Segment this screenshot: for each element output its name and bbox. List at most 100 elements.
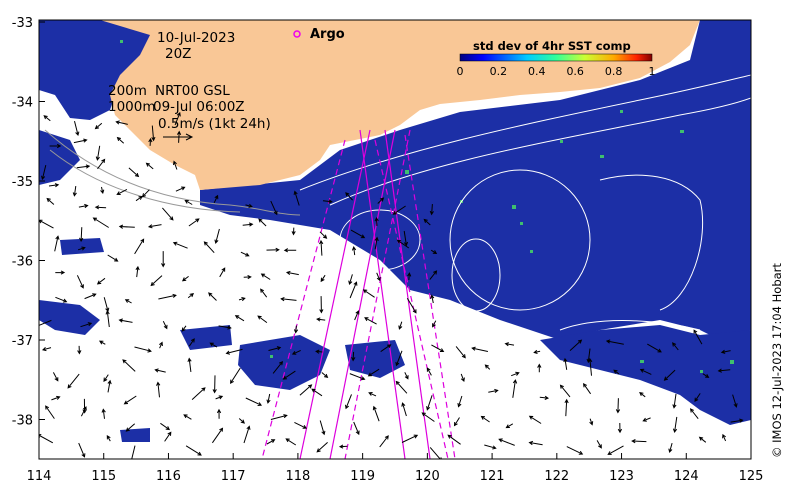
current-vector-arrow — [429, 270, 438, 280]
current-vector-arrow — [353, 421, 360, 436]
current-vector-arrow — [351, 351, 356, 362]
current-vector-arrow — [564, 398, 569, 417]
current-vector-arrow — [345, 192, 353, 201]
current-vector-arrow — [218, 325, 232, 330]
current-vector-arrow — [266, 439, 276, 445]
current-vector-arrow — [129, 445, 136, 459]
colorbar-tick-label: 0.2 — [490, 65, 508, 78]
current-vector-arrow — [293, 190, 300, 206]
current-vector-arrow — [115, 120, 128, 125]
map-plot-area — [39, 20, 751, 459]
current-vector-arrow — [607, 445, 624, 455]
current-vector-arrow — [219, 267, 226, 278]
current-vector-arrow — [55, 270, 66, 275]
current-vector-arrow — [285, 270, 299, 276]
current-vector-arrow — [72, 186, 77, 197]
colorbar-title: std dev of 4hr SST comp — [473, 39, 631, 53]
current-vector-arrow — [374, 236, 379, 250]
current-vector-arrow — [245, 203, 253, 208]
current-vector-arrow — [639, 391, 646, 398]
current-vector-arrow — [94, 205, 107, 210]
current-vector-arrow — [209, 342, 218, 348]
current-vector-arrow — [398, 321, 403, 330]
current-vector-arrow — [349, 373, 366, 381]
ocean-data-west — [39, 20, 150, 120]
current-vector-arrow — [377, 197, 385, 204]
colorbar-tick-label: 0.6 — [566, 65, 584, 78]
current-vector-arrow — [617, 422, 623, 434]
current-vector-arrow — [41, 347, 52, 352]
current-vector-arrow — [78, 203, 89, 209]
current-vector-arrow — [54, 235, 60, 252]
current-vector-arrow — [159, 341, 163, 349]
current-vector-arrow — [588, 357, 593, 376]
current-vector-arrow — [124, 299, 132, 304]
current-vector-arrow — [77, 345, 82, 355]
current-vector-arrow — [242, 222, 254, 227]
current-vector-arrow — [720, 349, 731, 354]
current-vector-arrow — [73, 138, 88, 144]
ocean-data-small-1 — [180, 325, 232, 350]
current-vector-arrow — [350, 229, 366, 239]
current-vector-arrow — [430, 249, 438, 254]
scale-arrow-icon — [163, 133, 194, 141]
current-vector-arrow — [615, 398, 621, 414]
current-vector-arrow — [212, 375, 217, 394]
current-vector-arrow — [84, 293, 97, 300]
current-vector-arrow — [702, 373, 710, 378]
current-vector-arrow — [589, 418, 594, 426]
current-vector-arrow — [80, 322, 93, 328]
current-vector-arrow — [145, 162, 154, 170]
current-vectors — [39, 111, 744, 459]
current-vector-arrow — [639, 368, 652, 375]
current-vector-arrow — [354, 310, 360, 321]
current-vector-arrow — [294, 421, 308, 429]
current-vector-arrow — [77, 246, 86, 251]
current-vector-arrow — [243, 274, 252, 280]
current-vector-arrow — [118, 224, 135, 229]
current-vector-arrow — [631, 439, 647, 444]
current-vector-arrow — [39, 319, 52, 326]
current-vector-arrow — [245, 397, 263, 406]
current-vector-arrow — [106, 435, 111, 442]
current-vector-arrow — [173, 160, 178, 170]
current-vector-arrow — [689, 408, 699, 420]
current-vector-arrow — [45, 405, 55, 419]
current-vector-arrow — [160, 422, 171, 431]
current-vector-arrow — [181, 275, 189, 282]
current-vector-arrow — [134, 346, 152, 353]
product-time: 09-Jul 06:00Z — [153, 99, 245, 115]
current-vector-arrow — [240, 251, 250, 257]
current-vector-arrow — [488, 388, 499, 393]
current-vector-arrow — [401, 434, 419, 443]
y-tick-label: -34 — [12, 96, 33, 111]
current-vector-arrow — [672, 342, 679, 351]
current-vector-arrow — [98, 340, 106, 345]
current-vector-arrow — [51, 395, 61, 401]
depth-label-2: 1000m — [108, 99, 156, 115]
current-vector-arrow — [732, 394, 738, 408]
current-vector-arrow — [151, 125, 156, 142]
current-vector-arrow — [150, 275, 163, 287]
argo-label: Argo — [310, 27, 345, 42]
current-vector-arrow — [291, 227, 296, 236]
x-tick-label: 120 — [415, 469, 440, 484]
current-vector-arrow — [730, 418, 744, 423]
x-tick-label: 116 — [156, 469, 181, 484]
x-tick-label: 121 — [480, 469, 505, 484]
current-vector-arrow — [188, 218, 200, 227]
current-vector-arrow — [39, 219, 54, 229]
current-vector-arrow — [141, 189, 150, 198]
current-vector-arrow — [94, 122, 103, 130]
current-vector-arrow — [642, 417, 651, 422]
current-vector-arrow — [225, 348, 243, 355]
ocean-data-north — [200, 20, 751, 340]
current-vector-arrow — [135, 195, 143, 202]
product-label: NRT00 GSL — [155, 83, 230, 99]
current-vector-arrow — [203, 241, 215, 254]
current-vector-arrow — [368, 392, 377, 397]
current-vector-arrow — [101, 408, 106, 419]
current-vector-arrow — [116, 136, 125, 144]
ocean-data-small-3 — [60, 238, 104, 255]
current-vector-arrow — [272, 360, 284, 374]
